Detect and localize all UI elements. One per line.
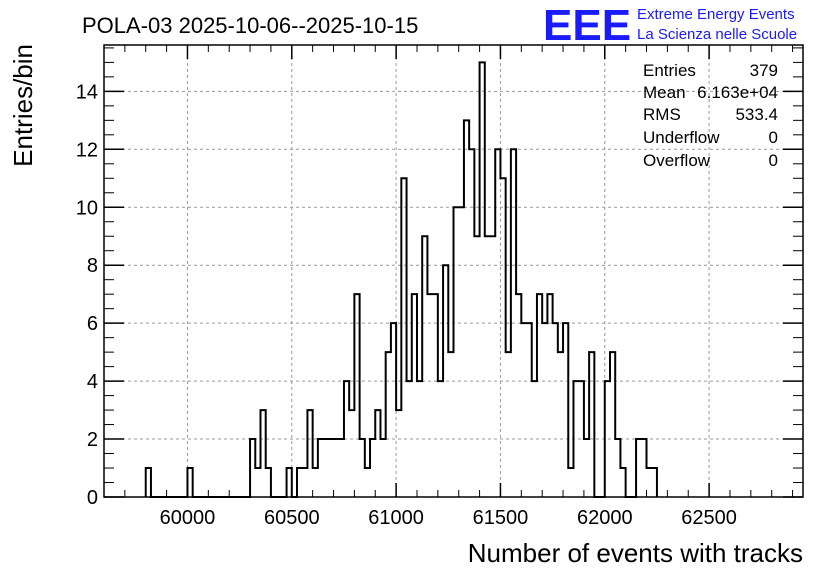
x-tick-label: 62500 — [681, 507, 737, 529]
y-tick-label: 2 — [87, 429, 98, 451]
eee-logo-mark: EEE — [543, 1, 631, 50]
y-tick-label: 4 — [87, 371, 98, 393]
plot-frame — [103, 44, 804, 498]
x-tick-label: 60500 — [264, 507, 320, 529]
y-tick-label: 14 — [76, 81, 98, 103]
stat-underflow-label: Underflow — [643, 128, 720, 147]
stat-entries-value: 379 — [750, 61, 778, 80]
stat-rms-label: RMS — [643, 105, 681, 124]
stats-box: Entries 379 Mean 6.163e+04 RMS 533.4 Und… — [643, 61, 778, 170]
logo-line-2: La Scienza nelle Scuole — [637, 26, 797, 43]
y-tick-label: 10 — [76, 197, 98, 219]
y-tick-label: 8 — [87, 255, 98, 277]
stat-mean-value: 6.163e+04 — [697, 83, 778, 102]
eee-logo: EEE Extreme Energy Events La Scienza nel… — [543, 1, 797, 50]
y-tick-label: 12 — [76, 139, 98, 161]
stat-rms-value: 533.4 — [735, 105, 778, 124]
stat-overflow-value: 0 — [769, 151, 778, 170]
y-axis-title: Entries/bin — [8, 44, 38, 167]
stat-mean-label: Mean — [643, 83, 686, 102]
logo-line-1: Extreme Energy Events — [637, 6, 795, 23]
stat-entries-label: Entries — [643, 61, 696, 80]
x-tick-label: 60000 — [160, 507, 216, 529]
y-tick-label: 0 — [87, 487, 98, 509]
x-tick-label: 61000 — [368, 507, 424, 529]
y-tick-label: 6 — [87, 313, 98, 335]
y-tick-labels: 0 2 4 6 8 10 12 14 — [76, 81, 98, 509]
stat-underflow-value: 0 — [769, 128, 778, 147]
x-tick-label: 61500 — [473, 507, 529, 529]
chart-title: POLA-03 2025-10-06--2025-10-15 — [82, 13, 418, 38]
histogram-line — [144, 61, 658, 498]
stat-overflow-label: Overflow — [643, 151, 711, 170]
x-axis-title: Number of events with tracks — [468, 538, 803, 568]
x-tick-label: 62000 — [577, 507, 633, 529]
x-tick-labels: 60000 60500 61000 61500 62000 62500 — [160, 507, 737, 529]
